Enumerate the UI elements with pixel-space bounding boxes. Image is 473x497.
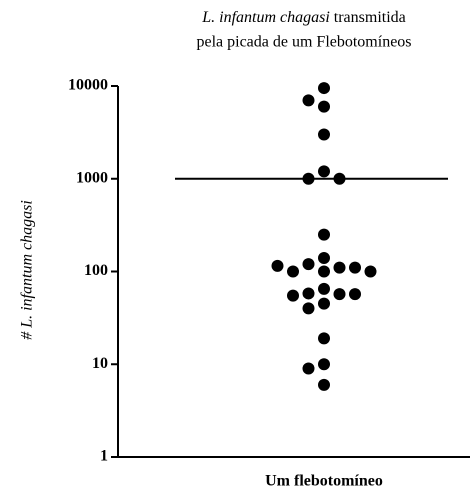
- data-point: [318, 378, 330, 391]
- data-point: [349, 261, 361, 274]
- data-point: [302, 94, 315, 107]
- title-italic: L. infantum chagasi: [201, 9, 330, 26]
- data-point: [318, 228, 330, 241]
- data-point: [302, 258, 315, 271]
- title-rest: transmitida: [334, 9, 406, 26]
- y-axis-label: # L. infantum chagasi: [19, 200, 36, 340]
- data-point: [287, 289, 299, 302]
- data-point: [302, 172, 315, 185]
- data-point: [318, 282, 330, 295]
- data-point: [318, 265, 330, 278]
- data-point: [318, 128, 330, 141]
- data-point: [318, 82, 330, 95]
- y-tick-label: 10000: [68, 77, 108, 94]
- data-point: [364, 265, 377, 278]
- data-point: [271, 259, 284, 272]
- x-tick-label: Um flebotomíneo: [265, 473, 383, 490]
- data-point: [333, 288, 346, 301]
- chart-subtitle: pela picada de um Flebotomíneos: [196, 34, 411, 51]
- y-tick-label: 1000: [76, 169, 108, 186]
- y-tick-label: 10: [92, 355, 108, 372]
- data-point: [318, 251, 330, 264]
- data-point: [318, 358, 330, 371]
- data-point: [333, 172, 346, 185]
- data-point: [349, 288, 361, 301]
- data-point: [302, 287, 315, 300]
- chart-title: L. infantum chagasi transmitida: [201, 9, 406, 26]
- data-point: [318, 100, 330, 113]
- data-point: [318, 332, 330, 345]
- data-point: [333, 261, 346, 274]
- y-tick-label: 100: [84, 262, 108, 279]
- data-point: [318, 297, 330, 310]
- data-point: [302, 302, 315, 315]
- y-tick-label: 1: [100, 448, 108, 465]
- data-point: [287, 265, 299, 278]
- data-point: [318, 165, 330, 178]
- data-point: [302, 362, 315, 375]
